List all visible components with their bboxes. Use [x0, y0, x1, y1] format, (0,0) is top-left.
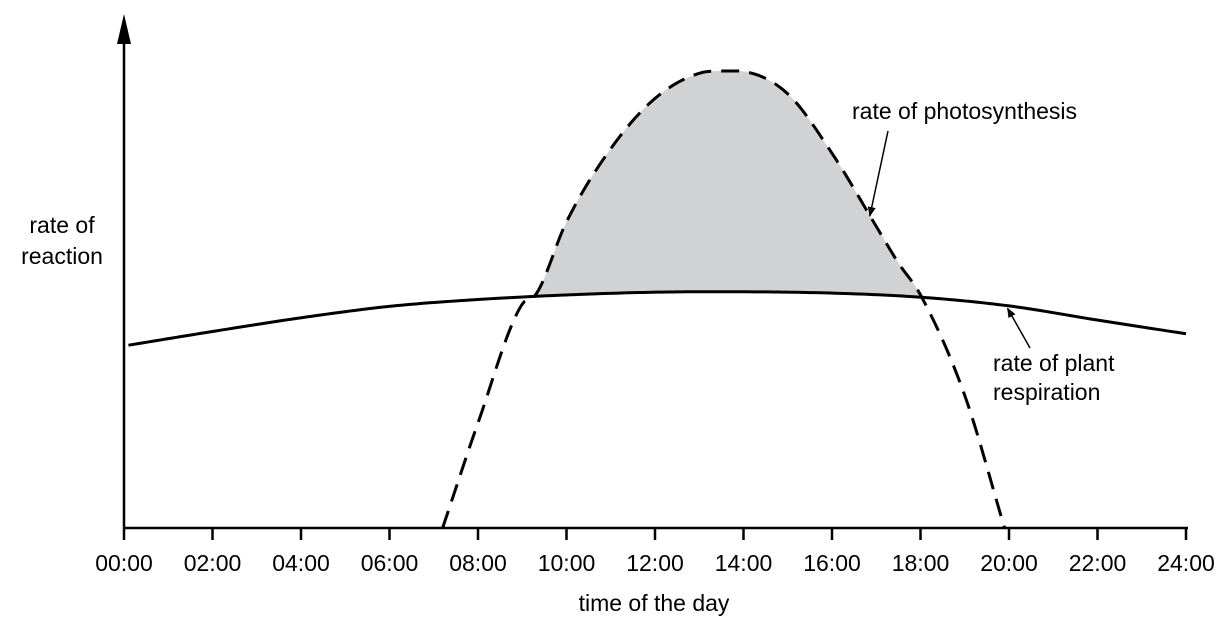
photosynthesis-surplus-shading: [535, 71, 921, 298]
x-tick-label: 20:00: [980, 550, 1038, 576]
respiration-annotation: rate of plant respiration: [993, 307, 1115, 405]
y-axis-label-line-1: rate of: [29, 212, 95, 238]
photosynthesis-annotation: rate of photosynthesis: [852, 98, 1077, 217]
x-axis-label: time of the day: [579, 590, 730, 616]
x-tick-label: 12:00: [626, 550, 684, 576]
x-tick-label: 00:00: [95, 550, 153, 576]
x-tick-label: 08:00: [449, 550, 507, 576]
respiration-label-line-1: rate of plant: [993, 350, 1115, 376]
x-tick-label: 04:00: [272, 550, 330, 576]
photosynthesis-series-line: [441, 69, 1007, 529]
y-axis-label-line-2: reaction: [21, 243, 103, 269]
x-tick-label: 22:00: [1069, 550, 1127, 576]
x-tick-label: 14:00: [715, 550, 773, 576]
x-tick-label: 16:00: [803, 550, 861, 576]
respiration-pointer-arrow: [1006, 307, 1031, 349]
respiration-series-line: [128, 290, 1187, 347]
respiration-label-line-2: respiration: [993, 379, 1100, 405]
x-tick-label: 10:00: [538, 550, 596, 576]
x-tick-label: 18:00: [892, 550, 950, 576]
x-tick-label: 24:00: [1157, 550, 1215, 576]
x-ticks: [122, 528, 1188, 540]
photosynthesis-label: rate of photosynthesis: [852, 98, 1077, 124]
photosynthesis-pointer-arrow: [867, 130, 889, 217]
y-axis-arrowhead: [117, 14, 131, 44]
x-tick-labels: 00:00 02:00 04:00 06:00 08:00 10:00 12:00 14:00…: [95, 550, 1215, 576]
plot-area: [128, 69, 1187, 529]
x-tick-label: 06:00: [361, 550, 419, 576]
x-tick-label: 02:00: [184, 550, 242, 576]
axes: 00:00 02:00 04:00 06:00 08:00 10:00 12:00 14:00…: [95, 14, 1215, 576]
